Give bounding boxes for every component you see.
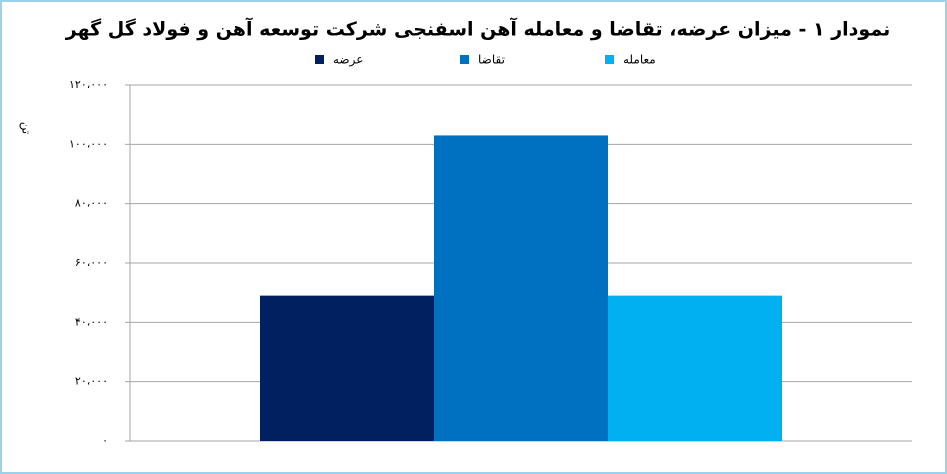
y-tick-label: ۶۰،۰۰۰: [75, 256, 108, 269]
y-tick-label: ۰: [102, 434, 108, 447]
legend-swatch: [460, 55, 469, 64]
y-tick-label: ۸۰،۰۰۰: [75, 197, 108, 210]
legend-swatch: [315, 55, 324, 64]
bar: [260, 295, 434, 441]
y-tick-label: ۱۲۰،۰۰۰: [69, 78, 108, 91]
bar: [608, 295, 782, 441]
legend-label: عرضه: [333, 53, 363, 68]
y-axis-label: تن: [19, 122, 34, 134]
y-tick-label: ۴۰،۰۰۰: [75, 315, 108, 328]
bar: [434, 135, 608, 441]
legend-swatch: [605, 55, 614, 64]
y-tick-label: ۲۰،۰۰۰: [75, 375, 108, 388]
chart-title: نمودار ۱ - میزان عرضه، تقاضا و معامله آه…: [65, 17, 890, 41]
y-tick-label: ۱۰۰،۰۰۰: [69, 137, 108, 150]
legend-label: معامله: [623, 53, 656, 67]
legend-label: تقاضا: [478, 53, 505, 67]
